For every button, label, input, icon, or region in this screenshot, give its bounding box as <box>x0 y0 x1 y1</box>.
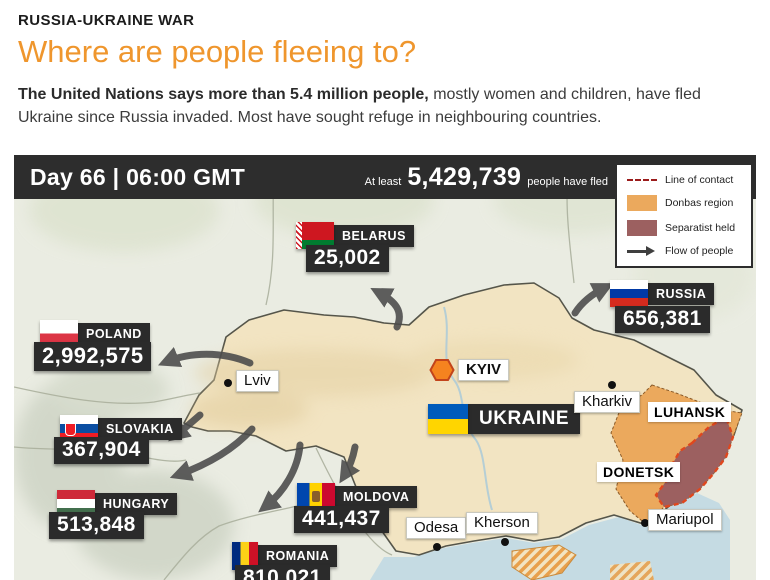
total-suffix: people have fled <box>527 175 608 188</box>
city-dot-odesa <box>433 543 441 551</box>
capital-name: KYIV <box>458 359 510 381</box>
country-count-slovakia: 367,904 <box>54 437 149 464</box>
intro-rest: mostly women and children, have fled Ukr… <box>18 86 701 127</box>
arrow-to-poland <box>157 346 254 368</box>
legend-label: Flow of people <box>665 245 734 257</box>
country-count-moldova: 441,437 <box>294 506 389 533</box>
country-name: MOLDOVA <box>335 485 418 508</box>
kyiv-hexagon-icon <box>429 359 455 381</box>
ukraine-name: UKRAINE <box>468 404 581 434</box>
arrow-to-romania <box>258 441 304 513</box>
legend-item-donbas: Donbas region <box>627 195 742 211</box>
legend: Line of contact Donbas region Separatist… <box>615 163 753 268</box>
city-label-odesa: Odesa <box>406 517 467 539</box>
country-name: SLOVAKIA <box>98 417 182 440</box>
city-label-kherson: Kherson <box>466 512 538 534</box>
city-dot-mariupol <box>641 519 649 527</box>
city-label-mariupol: Mariupol <box>648 509 722 531</box>
legend-label: Donbas region <box>665 197 734 209</box>
arrow-to-russia <box>571 283 614 317</box>
country-name: HUNGARY <box>95 492 178 515</box>
country-count-hungary: 513,848 <box>49 512 144 539</box>
country-count-romania: 810,021 <box>235 565 330 580</box>
country-label-belarus: BELARUS <box>296 222 414 249</box>
city-label-lviv: Lviv <box>236 370 279 392</box>
line-of-contact-icon <box>627 179 657 181</box>
country-name: ROMANIA <box>258 545 338 567</box>
arrow-to-hungary <box>169 425 256 481</box>
legend-label: Line of contact <box>665 174 734 186</box>
country-name: POLAND <box>78 322 150 345</box>
city-dot-kherson <box>501 538 509 546</box>
city-dot-kharkiv <box>608 381 616 389</box>
crimea-hatched-area <box>511 544 577 580</box>
flow-arrow-icon <box>627 246 657 256</box>
country-label-moldova: MOLDOVA <box>297 483 418 510</box>
arrow-to-belarus <box>370 287 403 331</box>
city-dot-lviv <box>224 379 232 387</box>
country-count-belarus: 25,002 <box>306 245 389 272</box>
country-count-russia: 656,381 <box>615 306 710 333</box>
country-name: BELARUS <box>334 224 414 247</box>
legend-item-line-of-contact: Line of contact <box>627 174 742 186</box>
flow-arrows <box>157 283 614 513</box>
hatched-area-east <box>610 561 654 580</box>
black-sea <box>370 493 730 580</box>
city-label-kharkiv: Kharkiv <box>574 391 641 413</box>
legend-label: Separatist held <box>665 222 736 234</box>
ukraine-label: UKRAINE <box>428 404 581 434</box>
belarus-flag-icon <box>296 222 334 249</box>
country-label-russia: RUSSIA <box>610 280 715 307</box>
total-number: 5,429,739 <box>407 162 522 191</box>
page-title: Where are people fleeing to? <box>18 34 417 69</box>
separatist-swatch-icon <box>627 220 657 236</box>
map-panel: Day 66 | 06:00 GMT At least 5,429,739 pe… <box>14 155 756 580</box>
capital-marker-kyiv: KYIV <box>429 357 510 383</box>
moldova-flag-icon <box>297 483 335 510</box>
page-header: RUSSIA-UKRAINE WAR Where are people flee… <box>18 12 754 129</box>
ukraine-flag-icon <box>428 404 468 434</box>
intro-bold: The United Nations says more than 5.4 mi… <box>18 86 429 103</box>
total-fled: At least 5,429,739 people have fled <box>365 163 608 192</box>
donbas-swatch-icon <box>627 195 657 211</box>
intro-text: The United Nations says more than 5.4 mi… <box>18 83 754 129</box>
day-time: Day 66 | 06:00 GMT <box>30 163 246 190</box>
kicker: RUSSIA-UKRAINE WAR <box>18 12 195 29</box>
region-label-donetsk: DONETSK <box>597 462 681 482</box>
russia-flag-icon <box>610 280 648 307</box>
legend-item-separatist: Separatist held <box>627 220 742 236</box>
legend-item-flow: Flow of people <box>627 245 742 257</box>
country-name: RUSSIA <box>648 282 715 305</box>
total-prefix: At least <box>364 175 402 188</box>
arrow-to-moldova <box>339 443 361 484</box>
country-count-poland: 2,992,575 <box>34 342 152 371</box>
region-label-luhansk: LUHANSK <box>648 402 732 422</box>
